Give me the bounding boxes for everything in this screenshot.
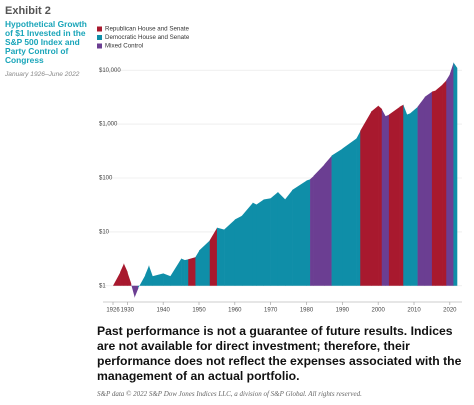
area-segment <box>431 90 436 286</box>
area-segment <box>270 191 279 286</box>
legend-label: Mixed Control <box>105 43 143 50</box>
area-segment <box>306 179 311 286</box>
area-segment <box>406 113 411 286</box>
area-segment <box>453 62 458 286</box>
y-tick-label: $10,000 <box>99 68 121 74</box>
area-segment <box>449 62 454 286</box>
area-segment <box>263 198 271 286</box>
area-segment <box>410 106 418 286</box>
area-segment <box>127 272 132 286</box>
area-segment <box>292 180 307 286</box>
area-segment <box>184 259 189 286</box>
area-segment <box>252 202 257 286</box>
area-segment <box>152 273 164 286</box>
legend-label: Republican House and Senate <box>105 26 189 33</box>
area-segment <box>378 105 383 286</box>
area-segment <box>242 202 254 286</box>
y-tick-label: $10 <box>99 229 110 235</box>
area-segment <box>195 250 200 286</box>
area-segment <box>209 227 218 286</box>
x-tick-label: 1926 <box>106 308 120 314</box>
area-segment <box>381 109 386 286</box>
area-segment <box>399 104 404 286</box>
legend-swatch <box>97 35 102 40</box>
area-segment <box>134 285 139 298</box>
area-segment <box>234 215 243 286</box>
legend-swatch <box>97 26 102 32</box>
area-segment <box>313 164 325 286</box>
area-segment <box>145 265 150 286</box>
x-tick-label: 1980 <box>300 308 314 314</box>
y-tick-label: $100 <box>99 176 113 182</box>
x-tick-label: 2020 <box>443 308 457 314</box>
area-segment <box>148 265 153 286</box>
area-segment <box>424 91 433 286</box>
y-tick-label: $1,000 <box>99 122 118 128</box>
area-segment <box>277 191 286 286</box>
y-tick-label: $1 <box>99 283 106 289</box>
area-segment <box>331 148 343 286</box>
area-segment <box>216 227 225 286</box>
area-segment <box>120 263 125 286</box>
area-segment <box>130 283 135 298</box>
area-segment <box>442 80 447 286</box>
area-segment <box>360 111 372 286</box>
x-tick-label: 1940 <box>156 308 170 314</box>
area-segment <box>181 258 185 286</box>
chart-subtitle: January 1926–June 2022 <box>5 71 80 78</box>
area-segment <box>385 114 390 286</box>
area-segment <box>163 273 171 286</box>
area-segment <box>285 189 293 286</box>
x-tick-label: 1930 <box>121 308 135 314</box>
x-tick-label: 1960 <box>228 308 242 314</box>
area-segment <box>224 219 236 286</box>
x-tick-label: 2000 <box>371 308 385 314</box>
source-note: S&P data © 2022 S&P Dow Jones Indices LL… <box>97 390 362 398</box>
x-tick-label: 1990 <box>336 308 350 314</box>
area-segment <box>403 104 408 286</box>
x-tick-label: 2010 <box>407 308 421 314</box>
area-segment <box>170 258 182 286</box>
disclaimer: Past performance is not a guarantee of f… <box>97 324 462 383</box>
chart-title: Hypothetical Growth of $1 Invested in th… <box>5 19 87 65</box>
legend-label: Democratic House and Senate <box>105 34 190 41</box>
area-segment <box>138 274 146 289</box>
exhibit-label: Exhibit 2 <box>5 5 51 17</box>
area-segment <box>199 240 211 286</box>
legend-swatch <box>97 43 102 49</box>
area-segment <box>446 74 451 286</box>
area-segment <box>356 130 361 286</box>
x-tick-label: 1950 <box>192 308 206 314</box>
x-tick-label: 1970 <box>264 308 278 314</box>
area-segment <box>417 96 426 286</box>
area-segment <box>371 105 379 286</box>
area-segment <box>324 155 332 286</box>
area-segment <box>123 263 128 286</box>
area-segment <box>342 138 357 286</box>
area-segment <box>435 84 443 286</box>
area-segment <box>388 106 400 286</box>
area-segment <box>310 175 314 286</box>
area-segment <box>188 257 196 286</box>
area-segment <box>113 272 121 286</box>
area-segment <box>256 199 264 286</box>
